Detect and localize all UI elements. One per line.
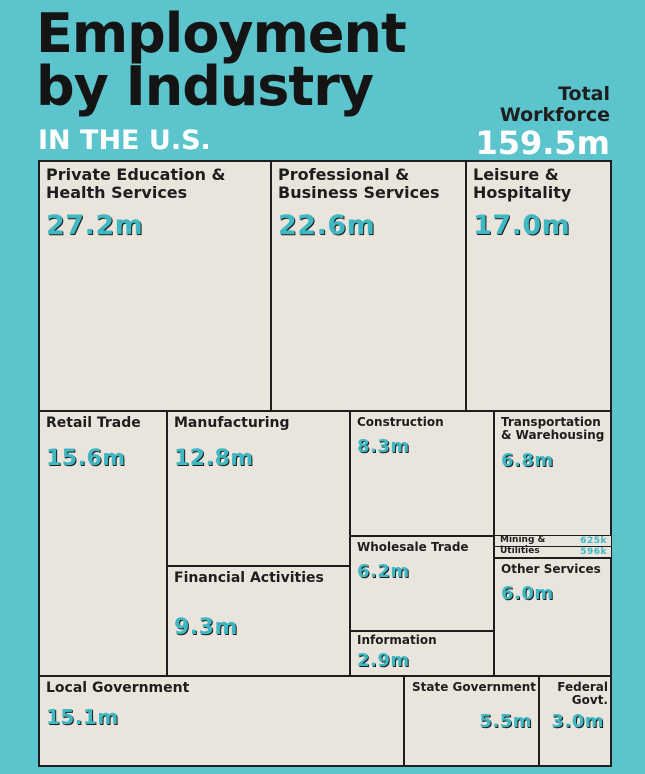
industry-name: Wholesale Trade	[357, 540, 469, 554]
industry-cell: Private Education & Health Services 27.2m	[38, 160, 272, 412]
industry-value: 3.0m	[551, 711, 604, 732]
subtitle: IN THE U.S.	[38, 125, 211, 156]
industry-name: Utilities	[500, 546, 540, 556]
industry-cell: Manufacturing 12.8m	[166, 410, 351, 567]
industry-name: Financial Activities	[174, 570, 324, 586]
industry-name: Professional & Business Services	[278, 165, 440, 202]
total-value: 159.5m	[475, 124, 610, 162]
industry-value: 596k	[580, 547, 607, 557]
industry-name: Federal Govt.	[557, 680, 608, 708]
industry-cell: Construction 8.3m	[349, 410, 495, 537]
industry-value: 15.6m	[46, 446, 126, 471]
industry-name: Construction	[357, 415, 444, 429]
industry-value: 9.3m	[174, 615, 238, 640]
industry-value: 27.2m	[46, 210, 144, 241]
industry-cell: Transportation & Warehousing 6.8m	[493, 410, 612, 537]
industry-name: Retail Trade	[46, 415, 141, 431]
industry-cell: Information 2.9m	[349, 630, 495, 677]
chart-title: Employment by Industry	[36, 2, 407, 118]
industry-value: 22.6m	[278, 210, 376, 241]
industry-cell: State Government 5.5m	[403, 675, 540, 767]
industry-value: 6.0m	[501, 583, 554, 604]
industry-value: 5.5m	[479, 711, 532, 732]
industry-name: Local Government	[46, 680, 190, 696]
industry-name: Other Services	[501, 562, 601, 576]
industry-value: 6.2m	[357, 561, 410, 582]
industry-value: 17.0m	[473, 210, 571, 241]
industry-value: 15.1m	[46, 705, 119, 729]
industry-name: Leisure & Hospitality	[473, 165, 572, 202]
industry-cell: Other Services 6.0m	[493, 557, 612, 677]
industry-cell: Wholesale Trade 6.2m	[349, 535, 495, 632]
industry-name: Information	[357, 633, 437, 647]
industry-cell: Leisure & Hospitality 17.0m	[465, 160, 612, 412]
industry-value: 8.3m	[357, 436, 410, 457]
industry-value: 12.8m	[174, 446, 254, 471]
industry-value: 2.9m	[357, 650, 410, 671]
industry-name: Transportation & Warehousing	[501, 415, 605, 443]
total-title: Total Workforce	[499, 83, 610, 126]
industry-cell: Retail Trade 15.6m	[38, 410, 168, 677]
industry-name: Private Education & Health Services	[46, 165, 226, 202]
industry-cell: Financial Activities 9.3m	[166, 565, 351, 677]
industry-value: 6.8m	[501, 450, 554, 471]
industry-name: State Government	[412, 680, 536, 694]
industry-cell: Federal Govt. 3.0m	[538, 675, 612, 767]
industry-name: Mining & Logging	[500, 535, 546, 546]
industry-cell: Professional & Business Services 22.6m	[270, 160, 467, 412]
industry-value: 625k	[580, 536, 607, 546]
industry-name: Manufacturing	[174, 415, 290, 431]
industry-cell: Local Government 15.1m	[38, 675, 405, 767]
